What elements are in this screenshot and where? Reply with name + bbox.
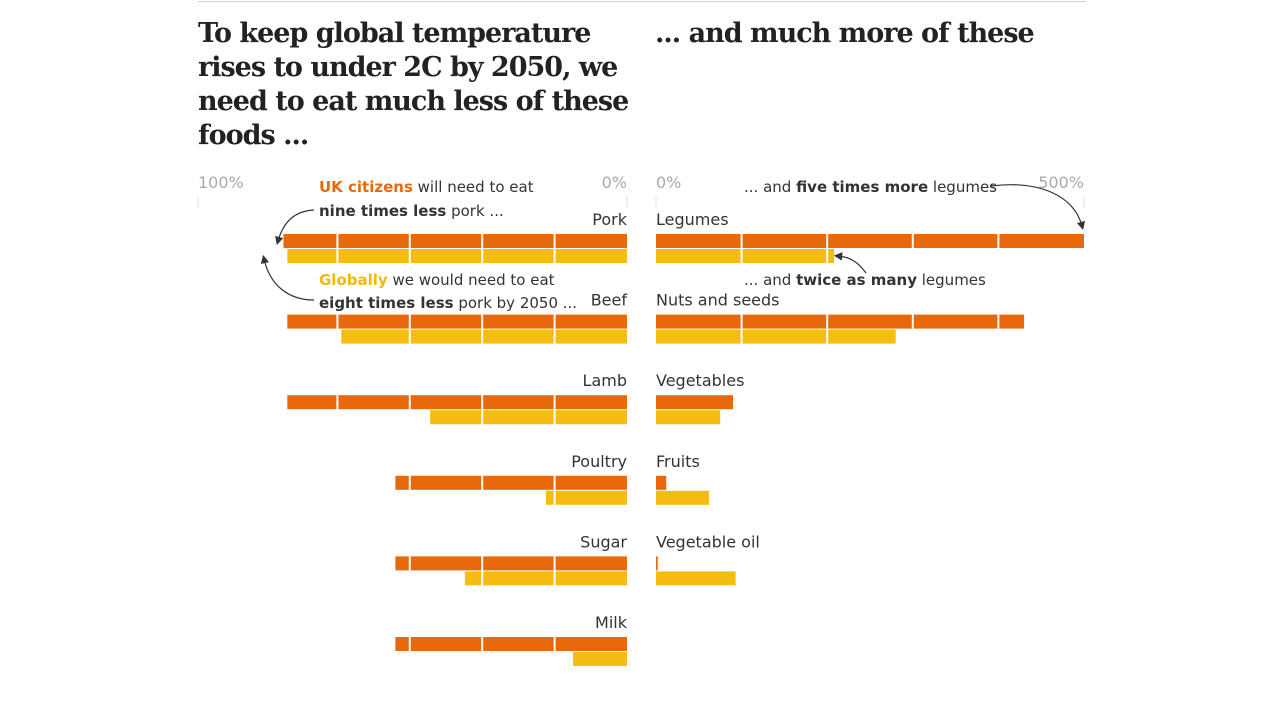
tick-more-0: 0% <box>656 173 681 192</box>
category-label-beef: Beef <box>591 291 628 310</box>
global-pork-note-line1: Globally we would need to eat <box>319 271 555 289</box>
bar-milk-uk <box>395 637 627 651</box>
headline-left: To keep global temperature rises to unde… <box>198 18 629 151</box>
bar-poultry-global <box>545 490 627 505</box>
bar-beef-uk <box>287 314 627 329</box>
uk-pork-arrow <box>275 209 315 246</box>
category-label-milk: Milk <box>595 613 628 632</box>
category-label-nuts-and-seeds: Nuts and seeds <box>656 291 780 310</box>
category-label-pork: Pork <box>592 210 627 229</box>
bar-legumes-global <box>656 249 835 263</box>
bar-sugar-uk <box>395 556 627 571</box>
uk-legumes-arrow <box>990 184 1085 231</box>
uk-pork-note-line2: nine times less pork ... <box>319 202 504 220</box>
bar-vegetable-oil-global <box>656 571 736 586</box>
global-pork-note-line2: eight times less pork by 2050 ... <box>319 294 577 312</box>
bar-vegetable-oil-uk <box>656 556 658 571</box>
headline-right: ... and much more of these <box>655 18 1035 49</box>
bar-legumes-uk <box>656 234 1084 248</box>
category-label-legumes: Legumes <box>656 210 729 229</box>
bar-nuts-and-seeds-uk <box>656 314 1025 329</box>
global-legumes-arrow <box>833 252 867 274</box>
tick-less-0: 0% <box>602 173 627 192</box>
bar-fruits-global <box>656 490 710 505</box>
category-label-vegetable-oil: Vegetable oil <box>656 532 760 551</box>
bar-poultry-uk <box>395 475 627 490</box>
bar-pork-uk <box>283 234 627 248</box>
bar-lamb-uk <box>287 395 627 410</box>
category-label-vegetables: Vegetables <box>656 371 744 390</box>
bar-milk-global <box>572 652 627 666</box>
bar-vegetables-uk <box>656 395 734 410</box>
bar-vegetables-global <box>656 410 721 425</box>
bar-nuts-and-seeds-global <box>656 329 896 344</box>
bar-fruits-uk <box>656 475 667 490</box>
global-legumes-note: ... and twice as many legumes <box>744 271 986 289</box>
bar-beef-global <box>341 329 627 344</box>
category-label-poultry: Poultry <box>571 452 627 471</box>
category-label-lamb: Lamb <box>583 371 627 390</box>
uk-legumes-note: ... and five times more legumes <box>744 178 997 196</box>
bar-lamb-global <box>430 410 627 425</box>
global-pork-arrow <box>260 254 315 301</box>
top-rule <box>198 1 1086 2</box>
bar-sugar-global <box>464 571 627 586</box>
uk-pork-note-line1: UK citizens will need to eat <box>319 178 534 196</box>
tick-more-500: 500% <box>1038 173 1084 192</box>
tick-less-100: 100% <box>198 173 244 192</box>
category-label-sugar: Sugar <box>580 532 627 551</box>
bar-pork-global <box>287 249 627 263</box>
category-label-fruits: Fruits <box>656 452 700 471</box>
